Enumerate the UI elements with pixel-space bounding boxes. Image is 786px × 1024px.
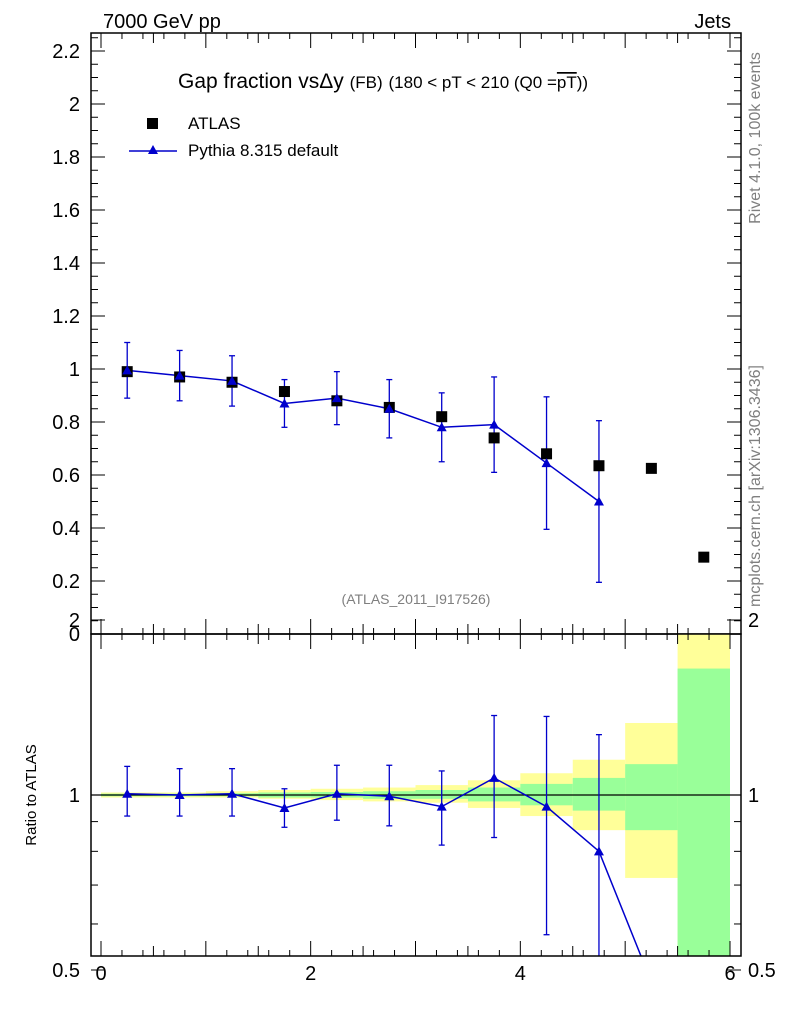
legend: ATLAS Pythia 8.315 default xyxy=(129,114,339,160)
y-tick-label: 1.6 xyxy=(52,200,80,222)
pythia-point xyxy=(436,422,447,432)
atlas-point xyxy=(488,432,500,444)
atlas-point xyxy=(593,460,605,472)
ratio-point xyxy=(122,788,133,798)
pythia-point xyxy=(489,419,500,429)
atlas-point xyxy=(436,411,448,423)
atlas-point xyxy=(698,551,710,563)
ratio-point xyxy=(541,801,552,811)
chart-title-sub2: (180 < pT < 210 (Q0 = xyxy=(389,73,557,92)
analysis-watermark: (ATLAS_2011_I917526) xyxy=(342,591,491,607)
pythia-point xyxy=(279,398,290,408)
ratio-y-tick-label-left: 2 xyxy=(69,610,80,632)
ratio-y-tick-label-left: 0.5 xyxy=(52,960,80,982)
ratio-point xyxy=(174,790,185,799)
legend-atlas-label: ATLAS xyxy=(188,114,241,133)
y-tick-label: 0.4 xyxy=(52,518,80,540)
y-tick-label: 2 xyxy=(69,94,80,116)
ratio-point xyxy=(436,801,447,811)
y-tick-label: 0.8 xyxy=(52,412,80,434)
x-tick-label: 0 xyxy=(95,963,106,985)
ratio-point xyxy=(227,788,238,798)
pythia-point xyxy=(593,496,604,506)
pythia-point xyxy=(541,458,552,468)
x-tick-label: 6 xyxy=(724,963,735,985)
pythia-point xyxy=(331,393,342,403)
legend-pythia-label: Pythia 8.315 default xyxy=(188,141,339,160)
y-tick-label: 1 xyxy=(69,359,80,381)
pythia-point xyxy=(384,403,395,413)
atlas-point xyxy=(645,462,657,474)
chart-title-main: Gap fraction vs xyxy=(178,70,319,93)
mcplots-label: mcplots.cern.ch [arXiv:1306.3436] xyxy=(747,365,764,607)
chart-title: Gap fraction vsΔy (FB) (180 < pT < 210 (… xyxy=(178,70,588,93)
y-tick-label-zero: 0 xyxy=(69,624,80,646)
pythia-point xyxy=(122,365,133,375)
ratio-y-tick-label-right: 1 xyxy=(748,785,759,807)
x-tick-label: 2 xyxy=(305,963,316,985)
ratio-y-axis-label: Ratio to ATLAS xyxy=(23,744,40,845)
y-tick-label: 1.4 xyxy=(52,253,80,275)
x-tick-label: 4 xyxy=(515,963,526,985)
main-panel: 0.2 0.4 0.6 0.8 1 1.2 1.4 1.6 1.8 2 2.2 0 Gap frac… xyxy=(52,32,742,646)
ratio-y-tick-label-right: 2 xyxy=(748,610,759,632)
pythia-point xyxy=(227,375,238,385)
chart-title-sub3: )) xyxy=(577,73,588,92)
y-tick-label: 0.6 xyxy=(52,465,80,487)
ratio-y-tick-label-right: 0.5 xyxy=(748,960,776,982)
energy-label: 7000 GeV pp xyxy=(103,11,221,33)
ratio-green-band xyxy=(625,764,678,831)
legend-pythia-marker xyxy=(148,145,158,154)
chart-title-sub1: (FB) xyxy=(350,73,383,92)
y-tick-label: 1.2 xyxy=(52,306,80,328)
ratio-point xyxy=(279,802,290,812)
rivet-version-label: Rivet 4.1.0, 100k events xyxy=(747,52,764,224)
y-tick-label: 2.2 xyxy=(52,41,80,63)
legend-atlas-marker xyxy=(147,118,158,129)
ratio-point xyxy=(384,791,395,801)
y-tick-label: 0.2 xyxy=(52,571,80,593)
pythia-point xyxy=(174,370,185,380)
ratio-point xyxy=(593,846,604,856)
atlas-point xyxy=(541,448,553,460)
category-label: Jets xyxy=(694,11,731,33)
pythia-line xyxy=(127,369,600,503)
y-tick-label: 1.8 xyxy=(52,147,80,169)
atlas-point xyxy=(278,386,290,398)
ratio-point xyxy=(331,788,342,798)
chart-title-delta: Δy xyxy=(319,70,344,93)
chart-title-pt: pT xyxy=(557,73,577,92)
ratio-green-band xyxy=(677,668,730,956)
ratio-point xyxy=(489,772,500,782)
ratio-y-tick-label-left: 1 xyxy=(69,785,80,807)
